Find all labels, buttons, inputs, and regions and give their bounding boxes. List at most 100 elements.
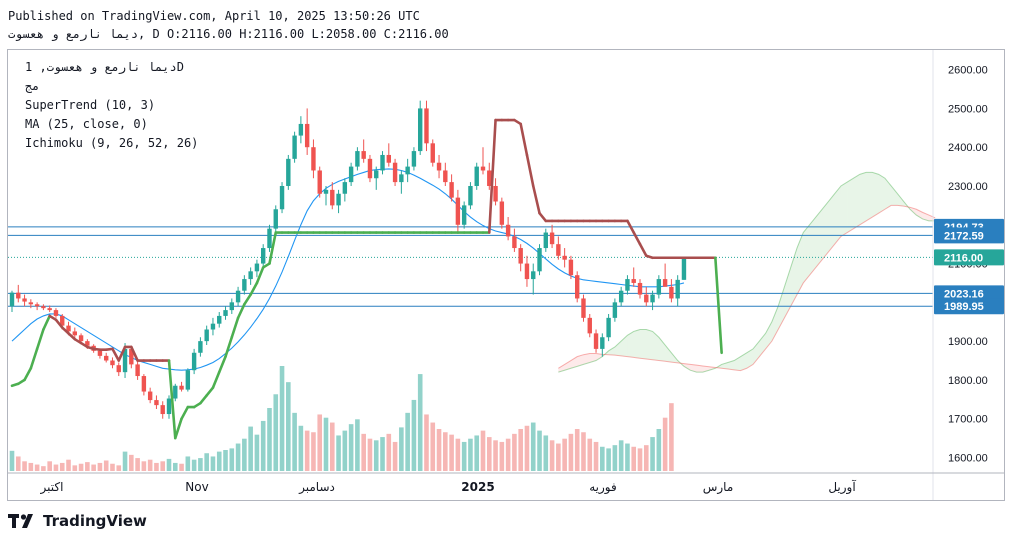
volume-bar xyxy=(242,438,247,471)
candle-body xyxy=(279,185,285,210)
candle-body xyxy=(229,302,234,311)
supertrend-segment xyxy=(167,359,177,440)
volume-bar xyxy=(367,438,373,471)
volume-bar xyxy=(562,438,567,471)
volume-bar xyxy=(91,464,96,471)
cloud-segment xyxy=(671,352,678,363)
cloud-segment xyxy=(853,174,860,229)
volume-bar xyxy=(549,440,555,471)
cloud-segment xyxy=(627,331,634,358)
volume-bar xyxy=(543,435,549,471)
supertrend-segment xyxy=(531,184,541,215)
candle-body xyxy=(248,271,253,280)
cloud-segment xyxy=(665,345,672,363)
candle-body xyxy=(141,376,147,392)
cloud-segment xyxy=(621,335,628,357)
candle-body xyxy=(361,151,366,159)
candle-body xyxy=(637,282,643,295)
candle-body xyxy=(424,108,429,144)
candle-body xyxy=(198,341,203,353)
volume-bar xyxy=(662,417,668,471)
cloud-segment xyxy=(771,306,779,342)
cloud-segment xyxy=(809,217,816,276)
candle-body xyxy=(386,154,391,163)
supertrend-segment xyxy=(173,417,183,440)
volume-bar xyxy=(493,440,498,471)
price-chart[interactable]: 2600.002500.002400.002300.002200.002100.… xyxy=(8,50,1004,500)
volume-bar xyxy=(399,427,404,471)
volume-bar xyxy=(537,430,542,471)
candle-body xyxy=(399,174,404,183)
supertrend-segment xyxy=(60,326,70,335)
supertrend-segment xyxy=(54,318,64,329)
volume-bar xyxy=(631,446,637,471)
price-label-text: 2116.00 xyxy=(944,252,983,264)
candle-body xyxy=(600,337,605,349)
candle-body xyxy=(662,279,668,287)
volume-bar xyxy=(606,448,611,471)
x-axis-tick-label: اکتبر xyxy=(40,480,64,495)
cloud-segment xyxy=(690,364,697,373)
candle-body xyxy=(474,166,479,186)
candle-body xyxy=(311,147,316,171)
volume-bar xyxy=(669,403,674,471)
candle-body xyxy=(631,279,636,283)
candle-body xyxy=(336,193,341,206)
cloud-segment xyxy=(797,232,804,295)
tradingview-brand[interactable]: TradingView xyxy=(8,512,147,530)
cloud-segment xyxy=(815,209,823,268)
volume-bar xyxy=(204,453,209,471)
volume-bar xyxy=(443,432,448,471)
cloud-segment xyxy=(753,341,760,365)
volume-bar xyxy=(248,426,253,471)
cloud-segment xyxy=(884,178,892,210)
volume-bar xyxy=(47,461,52,471)
candle-body xyxy=(261,248,266,264)
volume-bar xyxy=(166,458,172,471)
supertrend-segment xyxy=(111,347,121,362)
legend-ichimoku[interactable]: Ichimoku (9, 26, 52, 26) xyxy=(25,136,199,150)
volume-bar xyxy=(72,465,78,471)
legend-ma[interactable]: MA (25, close, 0) xyxy=(25,117,148,131)
volume-bar xyxy=(380,437,385,471)
volume-bar xyxy=(103,460,109,471)
volume-bar xyxy=(342,430,348,471)
legend-symbol: ديما نارمع و هعسوت, 1D xyxy=(25,60,184,74)
candle-body xyxy=(317,170,322,194)
cloud-segment xyxy=(734,356,741,371)
cloud-segment xyxy=(784,267,791,318)
candle-body xyxy=(22,298,27,302)
candle-body xyxy=(493,185,498,202)
candle-body xyxy=(618,290,624,303)
candle-body xyxy=(455,197,461,225)
volume-bar xyxy=(216,451,222,471)
volume-bar xyxy=(41,466,46,471)
volume-bar xyxy=(147,459,153,471)
chart-frame[interactable]: 2600.002500.002400.002300.002200.002100.… xyxy=(7,49,1005,501)
volume-bar xyxy=(512,433,517,471)
cloud-segment xyxy=(834,185,841,245)
volume-bar xyxy=(141,461,147,471)
legend-supertrend[interactable]: SuperTrend (10, 3) xyxy=(25,98,156,112)
candle-body xyxy=(348,166,354,183)
candle-body xyxy=(173,385,178,399)
ichimoku-cloud-layer xyxy=(558,171,936,373)
volume-bar xyxy=(223,450,228,471)
y-axis-tick-label: 1600.00 xyxy=(948,452,988,464)
price-label-box xyxy=(934,298,1004,315)
cloud-segment xyxy=(759,333,766,357)
volume-bar xyxy=(304,430,310,471)
supertrend-segment xyxy=(224,335,234,358)
cloud-segment xyxy=(727,360,735,370)
candle-body xyxy=(612,302,618,318)
candle-body xyxy=(235,290,241,303)
cloud-segment xyxy=(897,193,904,207)
candle-body xyxy=(355,151,360,167)
volume-bar xyxy=(191,459,197,471)
cloud-segment xyxy=(583,353,590,365)
legend-sub: مج xyxy=(25,79,40,93)
published-line: Published on TradingView.com, April 10, … xyxy=(8,9,420,23)
candle-body xyxy=(254,263,260,272)
candle-body xyxy=(505,224,511,237)
supertrend-segment xyxy=(626,219,636,234)
